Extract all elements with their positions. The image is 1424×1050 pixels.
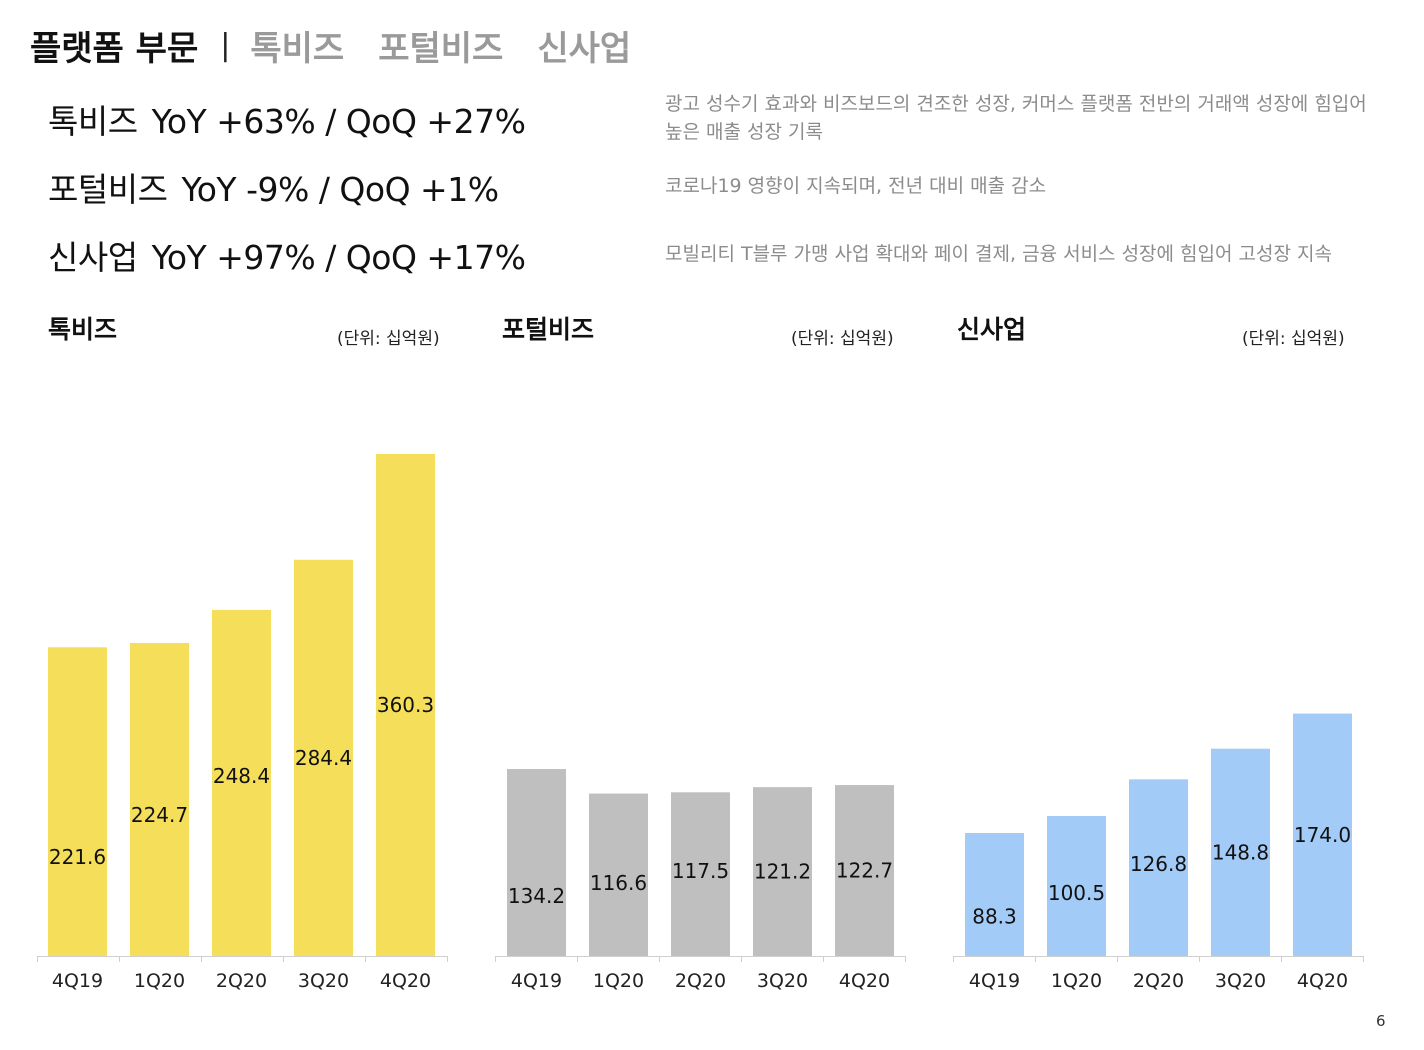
- x-tick-label: 2Q20: [216, 970, 267, 992]
- x-tick-label: 4Q20: [380, 970, 431, 992]
- tab-newbiz[interactable]: 신사업: [537, 28, 632, 69]
- data-label: 248.4: [213, 764, 270, 788]
- data-label: 224.7: [131, 803, 188, 827]
- x-tick-label: 4Q19: [511, 970, 562, 992]
- x-tick-label: 4Q20: [1297, 970, 1348, 992]
- x-tick-label: 1Q20: [1051, 970, 1102, 992]
- metric-name: 톡비즈: [48, 102, 138, 141]
- note-line: 코로나19 영향이 지속되며, 전년 대비 매출 감소: [665, 175, 1047, 197]
- data-label: 116.6: [590, 871, 647, 895]
- x-tick-label: 4Q19: [969, 970, 1020, 992]
- data-label: 122.7: [836, 859, 893, 883]
- section-header: 플랫폼 부문 | 톡비즈 포털비즈 신사업: [30, 18, 665, 72]
- note-line: 광고 성수기 효과와 비즈보드의 견조한 성장, 커머스 플랫폼 전반의 거래액…: [665, 93, 1367, 115]
- metric-talkbiz: 톡비즈 YoY +63% / QoQ +27%: [48, 95, 526, 143]
- data-label: 360.3: [377, 693, 434, 717]
- metric-name: 포털비즈: [48, 170, 168, 209]
- x-tick-label: 1Q20: [593, 970, 644, 992]
- data-label: 148.8: [1212, 840, 1269, 864]
- x-tick-label: 3Q20: [1215, 970, 1266, 992]
- metric-value: YoY +63% / QoQ +27%: [151, 102, 526, 141]
- bar-portalbiz-4q20: [835, 785, 894, 956]
- note-newbiz: 모빌리티 T블루 가맹 사업 확대와 페이 결제, 금융 서비스 성장에 힘입어…: [665, 240, 1420, 268]
- bar-talkbiz-1q20: [130, 642, 189, 956]
- note-line: 모빌리티 T블루 가맹 사업 확대와 페이 결제, 금융 서비스 성장에 힘입어…: [665, 243, 1332, 265]
- metric-name: 신사업: [48, 238, 138, 277]
- note-line: 높은 매출 성장 기록: [665, 121, 823, 143]
- page-number: 6: [1376, 1012, 1386, 1030]
- bar-talkbiz-2q20: [212, 609, 271, 956]
- bar-newbiz-4q19: [965, 832, 1024, 956]
- bar-newbiz-1q20: [1047, 815, 1106, 956]
- x-tick-label: 2Q20: [675, 970, 726, 992]
- x-tick-label: 3Q20: [757, 970, 808, 992]
- chart-unit-talkbiz: (단위: 십억원): [337, 329, 440, 349]
- data-label: 174.0: [1294, 823, 1351, 847]
- bar-newbiz-4q20: [1293, 713, 1352, 956]
- bar-newbiz-3q20: [1211, 748, 1270, 956]
- metric-value: YoY +97% / QoQ +17%: [151, 238, 526, 277]
- chart-unit-portalbiz: (단위: 십억원): [791, 329, 894, 349]
- metric-portalbiz: 포털비즈 YoY -9% / QoQ +1%: [48, 163, 499, 211]
- chart-title-newbiz: 신사업: [957, 315, 1027, 344]
- bar-portalbiz-3q20: [753, 787, 812, 956]
- data-label: 117.5: [672, 859, 729, 883]
- x-tick-label: 4Q20: [839, 970, 890, 992]
- note-talkbiz: 광고 성수기 효과와 비즈보드의 견조한 성장, 커머스 플랫폼 전반의 거래액…: [665, 90, 1420, 146]
- metric-newbiz: 신사업 YoY +97% / QoQ +17%: [48, 231, 526, 279]
- data-label: 121.2: [754, 860, 811, 884]
- chart-title-talkbiz: 톡비즈: [48, 315, 118, 344]
- section-title: 플랫폼 부문: [30, 28, 199, 69]
- data-label: 221.6: [49, 845, 106, 869]
- metric-value: YoY -9% / QoQ +1%: [181, 170, 499, 209]
- bar-talkbiz-4q19: [48, 647, 107, 956]
- bar-talkbiz-3q20: [294, 559, 353, 956]
- x-tick-label: 1Q20: [134, 970, 185, 992]
- bar-talkbiz-4q20: [376, 454, 435, 956]
- tab-portalbiz[interactable]: 포털비즈: [378, 28, 504, 69]
- note-portalbiz: 코로나19 영향이 지속되며, 전년 대비 매출 감소: [665, 172, 1420, 200]
- tab-talkbiz[interactable]: 톡비즈: [250, 28, 345, 69]
- x-tick-label: 4Q19: [52, 970, 103, 992]
- chart-title-portalbiz: 포털비즈: [502, 315, 595, 344]
- data-label: 134.2: [508, 884, 565, 908]
- data-label: 284.4: [295, 746, 352, 770]
- chart-unit-newbiz: (단위: 십억원): [1242, 329, 1345, 349]
- data-label: 100.5: [1048, 881, 1105, 905]
- data-label: 88.3: [972, 905, 1017, 929]
- bar-portalbiz-1q20: [589, 793, 648, 956]
- x-tick-label: 2Q20: [1133, 970, 1184, 992]
- x-tick-label: 3Q20: [298, 970, 349, 992]
- bar-newbiz-2q20: [1129, 779, 1188, 956]
- header-separator: |: [220, 27, 231, 63]
- bar-portalbiz-4q19: [507, 769, 566, 956]
- bar-portalbiz-2q20: [671, 792, 730, 956]
- data-label: 126.8: [1130, 852, 1187, 876]
